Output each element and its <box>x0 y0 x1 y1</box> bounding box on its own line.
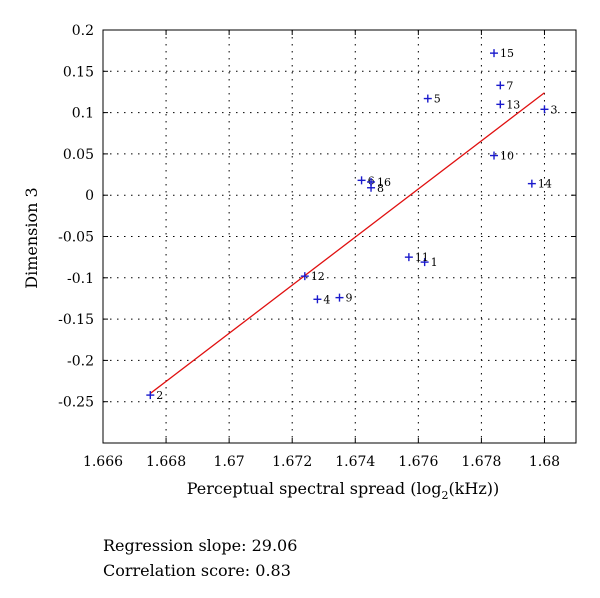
point-label: 9 <box>346 292 353 305</box>
y-tick-label: 0.15 <box>63 64 94 80</box>
y-tick-label: 0.1 <box>72 106 94 122</box>
point-label: 5 <box>434 93 441 106</box>
point-label: 12 <box>311 270 325 283</box>
data-point-5: 5 <box>423 93 441 106</box>
data-point-2: 2 <box>146 389 163 402</box>
data-point-10: 10 <box>490 150 514 163</box>
y-tick-label: 0.05 <box>63 147 94 163</box>
x-tick-label: 1.672 <box>272 454 312 470</box>
y-tick-label: -0.15 <box>58 312 94 328</box>
point-label: 16 <box>377 176 391 189</box>
regression-line <box>149 92 545 394</box>
y-tick-label: -0.2 <box>67 353 94 369</box>
grid <box>102 29 576 443</box>
y-tick-label: -0.25 <box>58 395 94 411</box>
data-point-1: 1 <box>420 256 438 269</box>
point-label: 3 <box>550 103 557 116</box>
x-tick-label: 1.678 <box>461 454 501 470</box>
y-tick-label: -0.1 <box>67 271 94 287</box>
point-label: 7 <box>506 79 513 92</box>
y-axis-ticks: 0.2 0.15 0.1 0.05 0 -0.05 -0.1 -0.15 -0.2 -0.25 <box>58 23 576 411</box>
x-tick-label: 1.676 <box>398 454 438 470</box>
y-tick-label: -0.05 <box>58 230 94 246</box>
data-point-4: 4 <box>313 293 330 306</box>
data-point-14: 14 <box>527 178 552 191</box>
data-point-6: 6 <box>357 174 375 187</box>
x-tick-label: 1.668 <box>146 454 186 470</box>
y-tick-label: 0 <box>85 188 94 204</box>
point-label: 2 <box>156 389 163 402</box>
x-axis-ticks: 1.666 1.668 1.67 1.672 1.674 1.676 1.678 1.68 <box>83 30 560 470</box>
x-axis-label: Perceptual spectral spread (log2(kHz)) <box>187 479 500 500</box>
data-point-12: 12 <box>300 270 325 283</box>
data-point-9: 9 <box>335 292 353 305</box>
data-point-16: 16 <box>367 176 391 189</box>
regression-slope-text: Regression slope: 29.06 <box>103 536 298 555</box>
x-tick-label: 1.68 <box>529 454 560 470</box>
x-tick-label: 1.67 <box>214 454 245 470</box>
x-tick-label: 1.674 <box>335 454 375 470</box>
point-label: 14 <box>538 178 552 191</box>
data-point-15: 15 <box>490 47 514 60</box>
point-label: 1 <box>431 256 438 269</box>
point-label: 15 <box>500 47 514 60</box>
data-point-13: 13 <box>496 98 520 111</box>
point-label: 13 <box>506 98 520 111</box>
y-tick-label: 0.2 <box>72 23 94 39</box>
scatter-chart: 1.666 1.668 1.67 1.672 1.674 1.676 1.678 1.68 0… <box>22 23 577 500</box>
data-point-7: 7 <box>496 79 513 92</box>
correlation-score-text: Correlation score: 0.83 <box>103 561 291 580</box>
data-points: 12345678910111213141516 <box>146 47 557 402</box>
x-tick-label: 1.666 <box>83 454 123 470</box>
point-label: 10 <box>500 150 514 163</box>
y-axis-label: Dimension 3 <box>22 187 41 288</box>
data-point-11: 11 <box>404 251 429 264</box>
point-label: 8 <box>377 182 384 195</box>
point-label: 11 <box>415 251 429 264</box>
data-point-3: 3 <box>540 103 557 116</box>
point-label: 4 <box>323 293 330 306</box>
